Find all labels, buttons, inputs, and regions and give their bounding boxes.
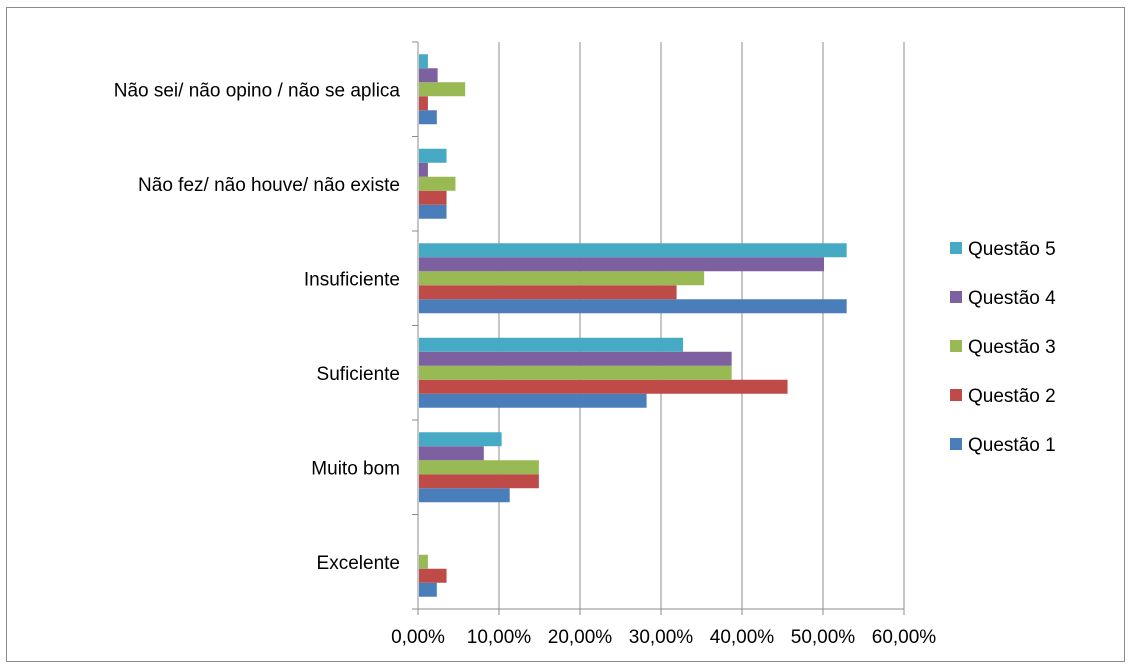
bar-questão-2 [419, 285, 677, 300]
x-tick-label: 10,00% [467, 627, 532, 648]
bar-questão-1 [419, 110, 437, 125]
bar-questão-5 [419, 54, 428, 69]
category-label: Insuficiente [304, 269, 400, 290]
bar-questão-2 [419, 474, 539, 489]
bar-questão-2 [419, 379, 788, 394]
bar-questão-2 [419, 190, 447, 205]
bar-questão-4 [419, 446, 484, 461]
x-tick-label: 40,00% [710, 627, 775, 648]
bar-questão-4 [419, 257, 824, 272]
bar-questão-5 [419, 148, 447, 163]
bar-questão-2 [419, 96, 428, 111]
x-tick-label: 30,00% [629, 627, 694, 648]
bar-questão-1 [419, 299, 847, 314]
bar-questão-1 [419, 393, 647, 408]
bar-chart: 0,00% 10,00% 20,00% 30,00% 40,00% 50,00% 60,00… [114, 41, 1056, 648]
bar-questão-1 [419, 488, 510, 503]
bar-questão-4 [419, 162, 428, 177]
legend-label: Questão 2 [968, 386, 1056, 407]
legend-label: Questão 1 [968, 435, 1056, 456]
legend-label: Questão 3 [968, 337, 1056, 358]
bar-questão-2 [419, 568, 447, 583]
bar-questão-5 [419, 337, 684, 352]
bar-questão-5 [419, 432, 502, 447]
bar-questão-5 [419, 243, 847, 258]
category-label: Excelente [317, 553, 400, 574]
legend-label: Questão 5 [968, 239, 1056, 260]
legend-label: Questão 4 [968, 288, 1056, 309]
category-label: Não sei/ não opino / não se aplica [114, 80, 401, 101]
legend-swatch [950, 291, 962, 303]
bar-questão-1 [419, 582, 437, 597]
bar-questão-3 [419, 82, 466, 97]
legend-swatch [950, 438, 962, 450]
bar-questão-3 [419, 554, 428, 569]
bar-questão-3 [419, 176, 456, 191]
bar-questão-4 [419, 351, 732, 366]
category-label: Muito bom [311, 458, 400, 479]
x-tick-label: 60,00% [872, 627, 937, 648]
x-tick-label: 0,00% [391, 627, 445, 648]
bar-questão-4 [419, 68, 438, 83]
category-label: Suficiente [317, 364, 400, 385]
bar-questão-1 [419, 204, 447, 219]
x-tick-label: 50,00% [791, 627, 856, 648]
legend-swatch [950, 340, 962, 352]
chart-frame: 0,00% 10,00% 20,00% 30,00% 40,00% 50,00% 60,00… [6, 7, 1125, 662]
bar-questão-3 [419, 365, 732, 380]
x-tick-label: 20,00% [548, 627, 613, 648]
legend-swatch [950, 389, 962, 401]
bar-questão-3 [419, 271, 705, 286]
category-label: Não fez/ não houve/ não existe [138, 175, 400, 196]
bar-questão-3 [419, 460, 539, 475]
legend-swatch [950, 242, 962, 254]
